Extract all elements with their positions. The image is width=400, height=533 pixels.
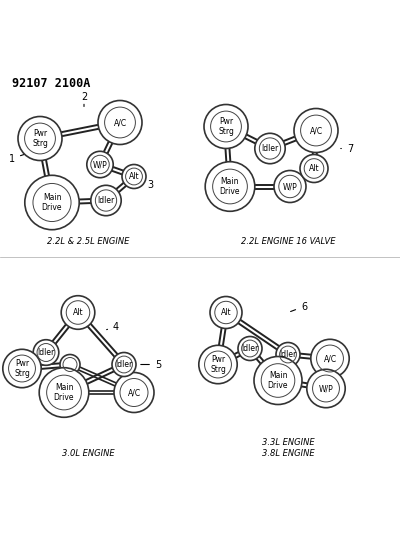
- Text: 4: 4: [107, 321, 119, 332]
- Text: W/P: W/P: [283, 182, 297, 191]
- Text: Pwr
Strg: Pwr Strg: [210, 355, 226, 374]
- Circle shape: [300, 155, 328, 182]
- Text: Pwr
Strg: Pwr Strg: [218, 117, 234, 136]
- Circle shape: [294, 109, 338, 152]
- Text: 92107 2100A: 92107 2100A: [12, 77, 90, 90]
- Circle shape: [311, 340, 349, 378]
- Text: 1: 1: [9, 151, 33, 164]
- Circle shape: [25, 175, 79, 230]
- Text: A/C: A/C: [310, 126, 322, 135]
- Circle shape: [274, 171, 306, 203]
- Text: Pwr
Strg: Pwr Strg: [14, 359, 30, 378]
- Circle shape: [112, 352, 136, 376]
- Text: Idler: Idler: [115, 360, 133, 369]
- Circle shape: [210, 296, 242, 328]
- Text: 3.3L ENGINE
3.8L ENGINE: 3.3L ENGINE 3.8L ENGINE: [262, 438, 314, 458]
- Text: A/C: A/C: [324, 354, 336, 363]
- Circle shape: [205, 161, 255, 211]
- Circle shape: [3, 349, 41, 387]
- Text: Idler: Idler: [261, 144, 279, 153]
- Text: Main
Drive: Main Drive: [54, 383, 74, 402]
- Text: W/P: W/P: [93, 160, 107, 169]
- Circle shape: [122, 165, 146, 189]
- Text: Alt: Alt: [73, 308, 83, 317]
- Text: 5: 5: [141, 359, 161, 369]
- Text: Main
Drive: Main Drive: [42, 193, 62, 212]
- Circle shape: [255, 133, 285, 164]
- Text: Alt: Alt: [129, 172, 139, 181]
- Text: Pwr
Strg: Pwr Strg: [32, 129, 48, 148]
- Text: 6: 6: [291, 302, 307, 311]
- Text: Idler: Idler: [241, 344, 259, 353]
- Circle shape: [87, 151, 113, 177]
- Circle shape: [91, 185, 121, 216]
- Text: 7: 7: [341, 143, 353, 154]
- Circle shape: [33, 340, 59, 365]
- Circle shape: [39, 368, 89, 417]
- Text: Idler: Idler: [279, 350, 297, 359]
- Circle shape: [307, 369, 345, 408]
- Text: Main
Drive: Main Drive: [220, 177, 240, 196]
- Text: 2.2L ENGINE 16 VALVE: 2.2L ENGINE 16 VALVE: [241, 238, 335, 246]
- Text: Idler: Idler: [37, 348, 55, 357]
- Text: 2: 2: [81, 92, 87, 107]
- Text: 3: 3: [142, 180, 153, 190]
- Circle shape: [238, 336, 262, 360]
- Circle shape: [18, 117, 62, 160]
- Circle shape: [199, 345, 237, 384]
- Text: A/C: A/C: [114, 118, 126, 127]
- Circle shape: [276, 343, 300, 367]
- Text: 2.2L & 2.5L ENGINE: 2.2L & 2.5L ENGINE: [47, 238, 129, 246]
- Circle shape: [254, 357, 302, 405]
- Circle shape: [61, 296, 95, 329]
- Circle shape: [204, 104, 248, 149]
- Circle shape: [60, 354, 80, 375]
- Text: Alt: Alt: [309, 164, 319, 173]
- Text: Idler: Idler: [97, 196, 115, 205]
- Text: A/C: A/C: [128, 388, 140, 397]
- Text: Main
Drive: Main Drive: [268, 371, 288, 390]
- Text: Alt: Alt: [221, 308, 231, 317]
- Text: 3.0L ENGINE: 3.0L ENGINE: [62, 449, 114, 458]
- Circle shape: [98, 101, 142, 144]
- Text: W/P: W/P: [319, 384, 333, 393]
- Circle shape: [114, 373, 154, 413]
